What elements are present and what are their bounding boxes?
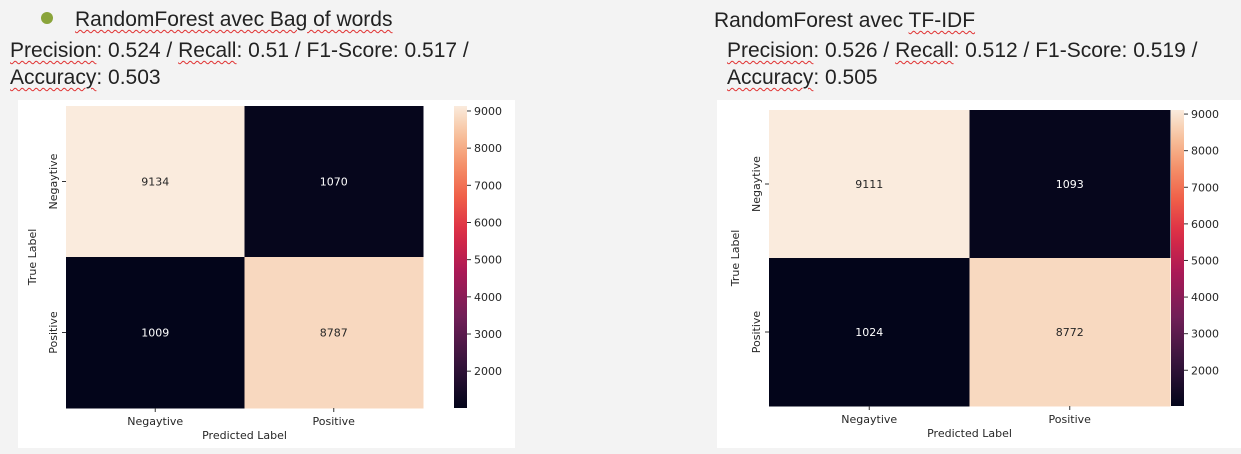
cell-value-label: 8787 [320,327,348,340]
colorbar-tick-label: 4000 [1191,291,1219,304]
right-metrics-line2: Accuracy: 0.505 [727,64,878,91]
bullet-point [41,12,53,24]
left-chart-panel: 9134 1070 1009 8787 Negaytive Positive Predict… [18,100,515,448]
y-tick-label: Negaytive [750,156,763,212]
cell-value-label: 8772 [1056,326,1084,339]
y-tick-label: Positive [47,311,60,354]
right-accuracy-value: : 0.505 [813,66,878,89]
colorbar [454,106,467,408]
colorbar-tick-label: 5000 [1191,254,1219,267]
right-precision-label: Precision [727,39,814,62]
y-tick-label: Positive [750,311,763,354]
colorbar-tick-label: 4000 [474,291,502,304]
x-tick-label: Positive [1049,413,1092,426]
heatmap-cell [66,257,245,409]
right-title: RandomForest avec TF-IDF [714,7,975,34]
left-metrics-line1: Precision: 0.524 / Recall: 0.51 / F1-Sco… [10,37,469,64]
colorbar-tick-label: 6000 [474,216,502,229]
left-metrics-line2: Accuracy: 0.503 [10,64,161,91]
right-recall-value: : 0.512 / F1-Score: 0.519 / [953,39,1198,62]
left-recall-value: : 0.51 / F1-Score: 0.517 / [236,39,469,62]
right-accuracy-label: Accuracy [727,66,814,89]
heatmap-cell [969,258,1171,407]
heatmap-cell [769,110,970,259]
y-axis-label: True Label [26,229,39,287]
cell-value-label: 1070 [320,176,348,189]
right-title-tfidf: TF-IDF [908,9,976,32]
cell-value-label: 1024 [855,326,883,339]
heatmap-cell [244,257,424,409]
y-tick-label: Negaytive [47,153,60,209]
x-tick-label: Negaytive [841,413,897,426]
colorbar-tick-label: 7000 [1191,181,1219,194]
colorbar-tick-label: 3000 [474,328,502,341]
x-tick-label: Negaytive [127,415,183,428]
heatmap-cell [244,106,424,258]
colorbar-tick-label: 7000 [474,179,502,192]
left-recall-label: Recall [178,39,237,62]
heatmap-cell [769,258,970,407]
y-axis-label: True Label [729,230,742,288]
colorbar-tick-label: 8000 [474,142,502,155]
colorbar-tick-label: 9000 [1191,108,1219,121]
colorbar-tick-label: 2000 [474,365,502,378]
colorbar-tick-label: 3000 [1191,328,1219,341]
heatmap-cell [66,106,245,258]
x-axis-label: Predicted Label [202,429,287,442]
colorbar-tick-label: 8000 [1191,145,1219,158]
right-metrics-line1: Precision: 0.526 / Recall: 0.512 / F1-Sc… [727,37,1197,64]
cell-value-label: 9134 [141,176,169,189]
colorbar-tick-label: 6000 [1191,218,1219,231]
right-precision-value: : 0.526 / [813,39,896,62]
colorbar-tick-label: 2000 [1191,364,1219,377]
right-recall-label: Recall [895,39,954,62]
cell-value-label: 1009 [141,327,169,340]
left-accuracy-label: Accuracy [10,66,97,89]
colorbar-tick-label: 5000 [474,254,502,267]
x-axis-label: Predicted Label [927,427,1012,440]
left-confusion-matrix: 9134 1070 1009 8787 Negaytive Positive Predict… [26,105,502,442]
colorbar-tick-label: 9000 [474,105,502,118]
left-title: RandomForest avec Bag of words [75,6,392,33]
cell-value-label: 9111 [855,178,883,191]
cell-value-label: 1093 [1056,178,1084,191]
right-confusion-matrix: 9111 1093 1024 8772 Negaytive Positive Predict… [729,108,1219,440]
colorbar [1171,110,1184,406]
heatmap-cell [969,110,1171,259]
left-precision-label: Precision [10,39,97,62]
left-title-text: RandomForest avec Bag of words [75,8,393,31]
right-title-text: RandomForest avec [714,9,909,32]
x-tick-label: Positive [313,415,356,428]
right-chart-panel: 9111 1093 1024 8772 Negaytive Positive Predict… [717,100,1241,448]
left-precision-value: : 0.524 / [96,39,179,62]
left-accuracy-value: : 0.503 [96,66,161,89]
